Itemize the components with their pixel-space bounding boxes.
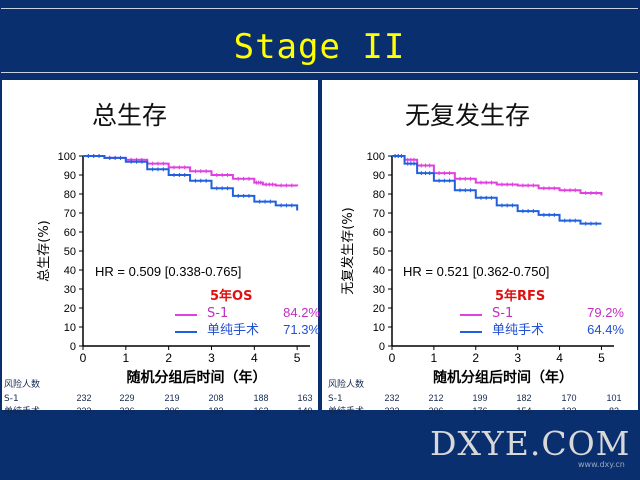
os-risk-value: 208 — [208, 393, 223, 403]
rfs-panel: 无复发生存 — [322, 80, 638, 410]
os-y-tick-label: 60 — [64, 227, 76, 239]
rfs-y-tick-label: 30 — [373, 284, 385, 296]
os-x-tick-label: 3 — [208, 351, 215, 365]
rfs-hazard-ratio: HR = 0.521 [0.362-0.750] — [403, 264, 549, 279]
os-risk-value: 226 — [119, 406, 134, 416]
os-risk-value: 229 — [119, 393, 134, 403]
rfs-y-tick-label: 70 — [373, 208, 385, 220]
rfs-y-tick-label: 80 — [373, 189, 385, 201]
title-bar: Stage II — [1, 8, 638, 73]
os-y-tick-label: 80 — [64, 189, 76, 201]
rfs-y-tick-label: 90 — [373, 170, 385, 182]
rfs-y-tick-label: 40 — [373, 265, 385, 277]
rfs-y-tick-label: 10 — [373, 322, 385, 334]
rfs-risk-value: 212 — [428, 393, 443, 403]
rfs-risk-value: 101 — [606, 393, 621, 403]
os-y-tick-label: 100 — [58, 151, 76, 163]
rfs-x-tick-label: 5 — [598, 351, 605, 365]
rfs-legend-label: 单纯手术 — [492, 323, 544, 338]
os-x-axis-label: 随机分组后时间（年） — [127, 369, 267, 386]
rfs-risk-header: 风险人数 — [328, 378, 364, 390]
os-risk-value: 232 — [76, 393, 91, 403]
os-risk-row-label: 单纯手术 — [4, 405, 40, 417]
rfs-y-tick-label: 100 — [367, 151, 385, 163]
os-y-tick-label: 0 — [70, 341, 76, 353]
os-risk-header: 风险人数 — [4, 378, 40, 390]
os-y-tick-label: 30 — [64, 284, 76, 296]
os-risk-value: 233 — [76, 406, 91, 416]
os-y-tick-label: 40 — [64, 265, 76, 277]
os-risk-row-label: S-1 — [4, 394, 19, 404]
rfs-y-tick-label: 0 — [379, 341, 385, 353]
rfs-legend-rate: 79.2% — [587, 305, 624, 320]
rfs-risk-value: 132 — [561, 406, 576, 416]
rfs-x-tick-label: 1 — [431, 351, 438, 365]
os-legend-label: S-1 — [207, 306, 228, 321]
rfs-chart-title: 无复发生存 — [405, 101, 531, 130]
rfs-risk-value: 82 — [609, 406, 619, 416]
os-x-tick-label: 1 — [122, 351, 129, 365]
watermark-logo: DXYE.COM — [430, 424, 631, 463]
os-risk-value: 140 — [297, 406, 312, 416]
os-legend-label: 单纯手术 — [207, 323, 259, 338]
rfs-y-tick-label: 50 — [373, 246, 385, 258]
os-y-axis-label: 总生存(%) — [37, 220, 52, 282]
rfs-legend-rate: 64.4% — [587, 322, 624, 337]
rfs-risk-value: 206 — [428, 406, 443, 416]
os-risk-value: 188 — [253, 393, 268, 403]
rfs-risk-value: 170 — [561, 393, 576, 403]
os-legend-rate: 71.3% — [283, 322, 320, 337]
rfs-y-axis-label: 无复发生存(%) — [340, 207, 356, 295]
rfs-risk-value: 182 — [516, 393, 531, 403]
os-y-tick-label: 20 — [64, 303, 76, 315]
rfs-y-tick-label: 20 — [373, 303, 385, 315]
os-x-tick-label: 5 — [294, 351, 301, 365]
rfs-risk-row-label: 单纯手术 — [328, 405, 364, 417]
rfs-legend-label: S-1 — [492, 306, 513, 321]
os-x-tick-label: 2 — [165, 351, 172, 365]
rfs-legend-title: 5年RFS — [495, 288, 545, 304]
os-legend-rate: 84.2% — [283, 305, 320, 320]
os-y-tick-label: 50 — [64, 246, 76, 258]
os-x-tick-label: 4 — [251, 351, 258, 365]
os-series-surgery-line — [83, 155, 299, 211]
rfs-x-tick-label: 2 — [472, 351, 479, 365]
os-risk-value: 183 — [208, 406, 223, 416]
rfs-risk-value: 233 — [384, 406, 399, 416]
rfs-risk-value: 154 — [516, 406, 531, 416]
os-y-tick-label: 10 — [64, 322, 76, 334]
slide-title: Stage II — [233, 27, 406, 67]
os-y-tick-label: 90 — [64, 170, 76, 182]
rfs-risk-value: 199 — [472, 393, 487, 403]
rfs-y-tick-label: 60 — [373, 227, 385, 239]
os-y-tick-label: 70 — [64, 208, 76, 220]
watermark-url: www.dxy.cn — [578, 460, 625, 469]
rfs-risk-value: 232 — [384, 393, 399, 403]
os-x-tick-label: 0 — [80, 351, 87, 365]
os-risk-value: 162 — [253, 406, 268, 416]
os-risk-value: 219 — [164, 393, 179, 403]
os-chart-title: 总生存 — [92, 101, 168, 130]
rfs-risk-value: 176 — [472, 406, 487, 416]
rfs-x-axis-label: 随机分组后时间（年） — [433, 369, 573, 386]
rfs-x-tick-label: 0 — [389, 351, 396, 365]
os-risk-value: 163 — [297, 393, 312, 403]
os-legend-title: 5年OS — [210, 288, 252, 304]
os-panel: 总生存 — [2, 80, 318, 410]
rfs-x-tick-label: 4 — [556, 351, 563, 365]
rfs-x-tick-label: 3 — [514, 351, 521, 365]
rfs-risk-row-label: S-1 — [328, 394, 343, 404]
os-risk-value: 206 — [164, 406, 179, 416]
os-hazard-ratio: HR = 0.509 [0.338-0.765] — [95, 264, 241, 279]
